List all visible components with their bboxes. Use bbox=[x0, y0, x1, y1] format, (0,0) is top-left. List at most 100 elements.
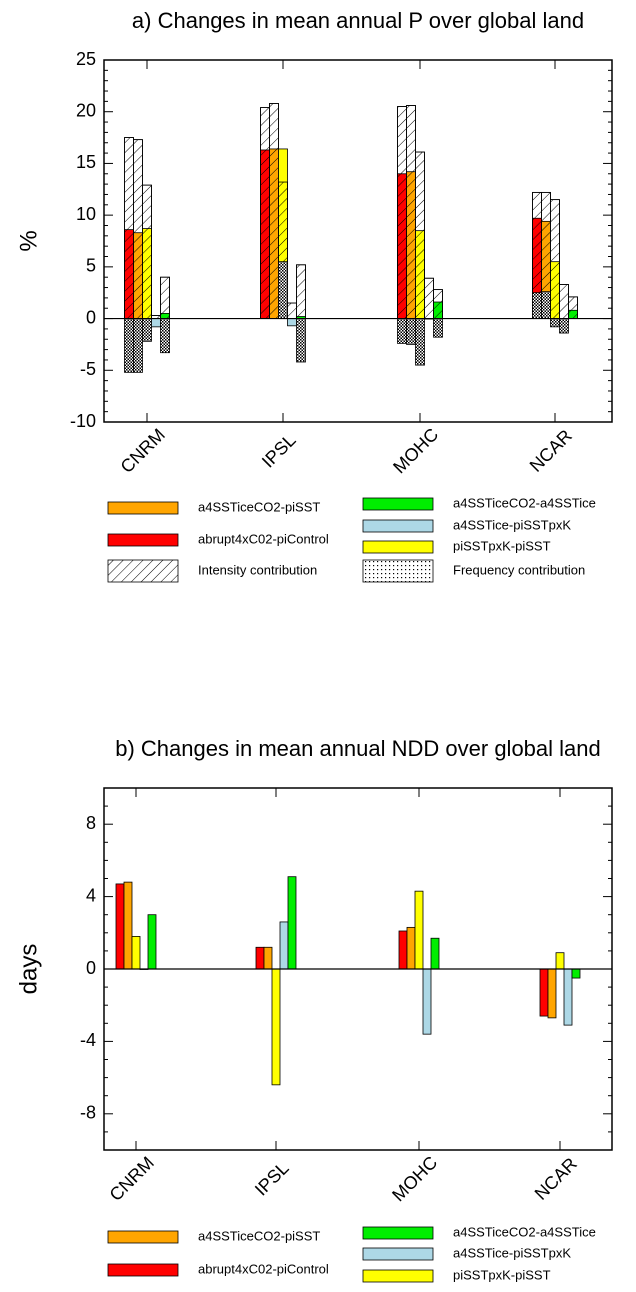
legend-label-a4SSTiceCO2-piSST: a4SSTiceCO2-piSST bbox=[198, 499, 320, 514]
frequency-bar bbox=[415, 318, 425, 366]
frequency-bar bbox=[397, 318, 407, 344]
x-tick-label: IPSL bbox=[258, 430, 300, 472]
bar-a4SSTiceCO2-a4SSTice bbox=[287, 876, 297, 970]
bar-abrupt4xC02-piControl bbox=[255, 946, 265, 970]
intensity-bar bbox=[287, 302, 297, 319]
bar-abrupt4xC02-piControl bbox=[115, 883, 125, 970]
frequency-bar bbox=[142, 318, 152, 342]
bar-a4SSTiceCO2-a4SSTice bbox=[147, 914, 157, 970]
x-tick-label: MOHC bbox=[388, 1152, 441, 1205]
legend-label-a4SSTiceCO2-a4SSTice: a4SSTiceCO2-a4SSTice bbox=[453, 1224, 596, 1239]
legend-swatch-a4SSTiceCO2-piSST bbox=[107, 1230, 179, 1244]
legend-swatch-piSSTpxK-piSST bbox=[362, 540, 434, 554]
frequency-bar bbox=[559, 318, 569, 334]
legend-label-frequency: Frequency contribution bbox=[453, 562, 585, 577]
y-axis-label: % bbox=[15, 230, 42, 251]
legend-label-a4SSTiceCO2-piSST: a4SSTiceCO2-piSST bbox=[198, 1228, 320, 1243]
legend-label-a4SSTice-piSSTpxK: a4SSTice-piSSTpxK bbox=[453, 1245, 571, 1260]
x-tick-label: CNRM bbox=[106, 1153, 158, 1205]
intensity-bar bbox=[160, 276, 170, 319]
plot-frame bbox=[103, 59, 613, 423]
intensity-bar bbox=[568, 296, 578, 319]
frequency-bar bbox=[433, 318, 443, 338]
y-tick-label: 0 bbox=[86, 307, 96, 327]
legend-b: a4SSTiceCO2-piSST abrupt4xC02-piControl a4… bbox=[107, 1224, 596, 1282]
y-tick-label: -8 bbox=[80, 1103, 96, 1123]
intensity-bar bbox=[424, 277, 434, 319]
y-tick-label: -4 bbox=[80, 1030, 96, 1050]
intensity-bar bbox=[550, 199, 560, 319]
bar-a4SSTice-piSSTpxK bbox=[151, 318, 161, 328]
frequency-bar bbox=[532, 292, 542, 319]
x-tick-label: NCAR bbox=[531, 1154, 581, 1204]
legend-label-piSSTpxK-piSST: piSSTpxK-piSST bbox=[453, 538, 551, 553]
frequency-bar bbox=[160, 318, 170, 354]
intensity-bar bbox=[142, 184, 152, 319]
x-tick-label: CNRM bbox=[117, 425, 169, 477]
frequency-bar bbox=[124, 318, 134, 373]
y-tick-label: 20 bbox=[76, 100, 96, 120]
frequency-bar bbox=[550, 318, 560, 328]
legend-swatch-intensity bbox=[107, 559, 179, 583]
intensity-bar bbox=[433, 289, 443, 319]
bar-a4SSTice-piSSTpxK bbox=[422, 968, 432, 1035]
y-tick-label: 25 bbox=[76, 49, 96, 69]
intensity-bar bbox=[415, 151, 425, 319]
intensity-bar bbox=[559, 284, 569, 319]
intensity-bar bbox=[133, 139, 143, 319]
bar-a4SSTiceCO2-piSST bbox=[406, 926, 416, 970]
intensity-bar bbox=[296, 264, 306, 319]
legend-swatch-a4SSTiceCO2-piSST bbox=[107, 501, 179, 515]
bar-piSSTpxK-piSST bbox=[271, 968, 281, 1086]
intensity-bar bbox=[406, 105, 416, 319]
bar-abrupt4xC02-piControl bbox=[539, 968, 549, 1017]
bar-a4SSTiceCO2-piSST bbox=[263, 946, 273, 970]
chart-title: a) Changes in mean annual P over global … bbox=[132, 8, 584, 33]
y-tick-label: -5 bbox=[80, 359, 96, 379]
y-tick-label: 10 bbox=[76, 204, 96, 224]
bar-piSSTpxK-piSST bbox=[555, 952, 565, 970]
legend-swatch-a4SSTiceCO2-a4SSTice bbox=[362, 497, 434, 511]
bar-a4SSTiceCO2-a4SSTice bbox=[571, 968, 581, 979]
legend-swatch-abrupt4xC02-piControl bbox=[107, 533, 179, 547]
bar-a4SSTiceCO2-a4SSTice bbox=[430, 937, 440, 970]
bar-piSSTpxK-piSST bbox=[131, 936, 141, 970]
bar-a4SSTiceCO2-piSST bbox=[123, 881, 133, 970]
legend-label-abrupt4xC02-piControl: abrupt4xC02-piControl bbox=[198, 1261, 329, 1276]
legend-label-a4SSTiceCO2-a4SSTice: a4SSTiceCO2-a4SSTice bbox=[453, 495, 596, 510]
x-tick-label: NCAR bbox=[526, 426, 576, 476]
chart-title: b) Changes in mean annual NDD over globa… bbox=[115, 736, 601, 761]
y-tick-label: 15 bbox=[76, 152, 96, 172]
bar-a4SSTiceCO2-piSST bbox=[547, 968, 557, 1019]
chart-b: b) Changes in mean annual NDD over globa… bbox=[15, 736, 613, 1205]
bar-a4SSTice-piSSTpxK bbox=[279, 921, 289, 970]
frequency-bar bbox=[278, 261, 288, 319]
bar-a4SSTice-piSSTpxK bbox=[563, 968, 573, 1026]
legend-swatch-a4SSTiceCO2-a4SSTice bbox=[362, 1226, 434, 1240]
x-tick-label: MOHC bbox=[389, 424, 442, 477]
intensity-bar bbox=[397, 106, 407, 319]
legend-swatch-frequency bbox=[362, 559, 434, 583]
frequency-bar bbox=[541, 291, 551, 319]
legend-swatch-abrupt4xC02-piControl bbox=[107, 1263, 179, 1277]
legend-label-piSSTpxK-piSST: piSSTpxK-piSST bbox=[453, 1267, 551, 1282]
legend-label-intensity: Intensity contribution bbox=[198, 562, 317, 577]
bar-piSSTpxK-piSST bbox=[414, 890, 424, 970]
y-tick-label: 0 bbox=[86, 958, 96, 978]
y-tick-label: 8 bbox=[86, 813, 96, 833]
y-tick-label: 4 bbox=[86, 885, 96, 905]
intensity-bar bbox=[269, 103, 279, 319]
chart-a: a) Changes in mean annual P over global … bbox=[15, 8, 613, 477]
intensity-bar bbox=[124, 137, 134, 319]
bar-a4SSTice-piSSTpxK bbox=[287, 318, 297, 327]
y-tick-label: 5 bbox=[86, 256, 96, 276]
legend-swatch-a4SSTice-piSSTpxK bbox=[362, 519, 434, 533]
y-axis-label: days bbox=[15, 944, 42, 995]
legend-swatch-a4SSTice-piSSTpxK bbox=[362, 1247, 434, 1261]
intensity-bar bbox=[260, 107, 270, 319]
y-tick-label: -10 bbox=[70, 411, 96, 431]
bar-abrupt4xC02-piControl bbox=[398, 930, 408, 970]
legend-label-a4SSTice-piSSTpxK: a4SSTice-piSSTpxK bbox=[453, 517, 571, 532]
legend-label-abrupt4xC02-piControl: abrupt4xC02-piControl bbox=[198, 531, 329, 546]
